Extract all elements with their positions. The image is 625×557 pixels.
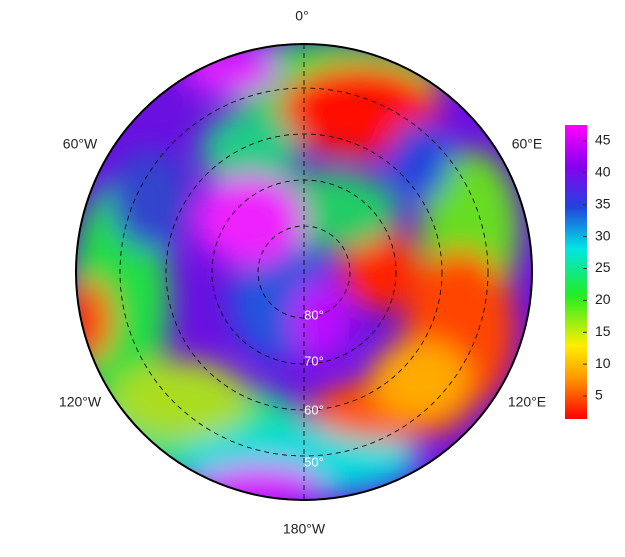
lat-label: 50° <box>304 454 324 469</box>
colorbar-tick-label: 45 <box>595 132 611 148</box>
colorbar-tick-label: 25 <box>595 259 611 275</box>
map-border <box>75 43 533 501</box>
lon-label: 120°W <box>59 394 102 410</box>
lon-label: 180°W <box>283 521 326 537</box>
lat-label: 70° <box>304 353 324 368</box>
colorbar-tick-label: 5 <box>595 387 603 403</box>
lat-label: 80° <box>304 307 324 322</box>
colorbar <box>565 125 587 419</box>
lon-label: 60°E <box>512 136 543 152</box>
lon-label: 120°E <box>508 394 546 410</box>
colorbar-tick-label: 10 <box>595 355 611 371</box>
colorbar-tick-label: 15 <box>595 323 611 339</box>
lon-label: 60°W <box>63 136 98 152</box>
lat-label: 60° <box>304 402 324 417</box>
colorbar-tick-label: 30 <box>595 227 611 243</box>
colorbar-tick-label: 35 <box>595 195 611 211</box>
colorbar-tick-label: 40 <box>595 164 611 180</box>
graticule <box>119 44 489 500</box>
colorbar-tick-label: 20 <box>595 291 611 307</box>
lon-label: 0° <box>295 8 308 24</box>
